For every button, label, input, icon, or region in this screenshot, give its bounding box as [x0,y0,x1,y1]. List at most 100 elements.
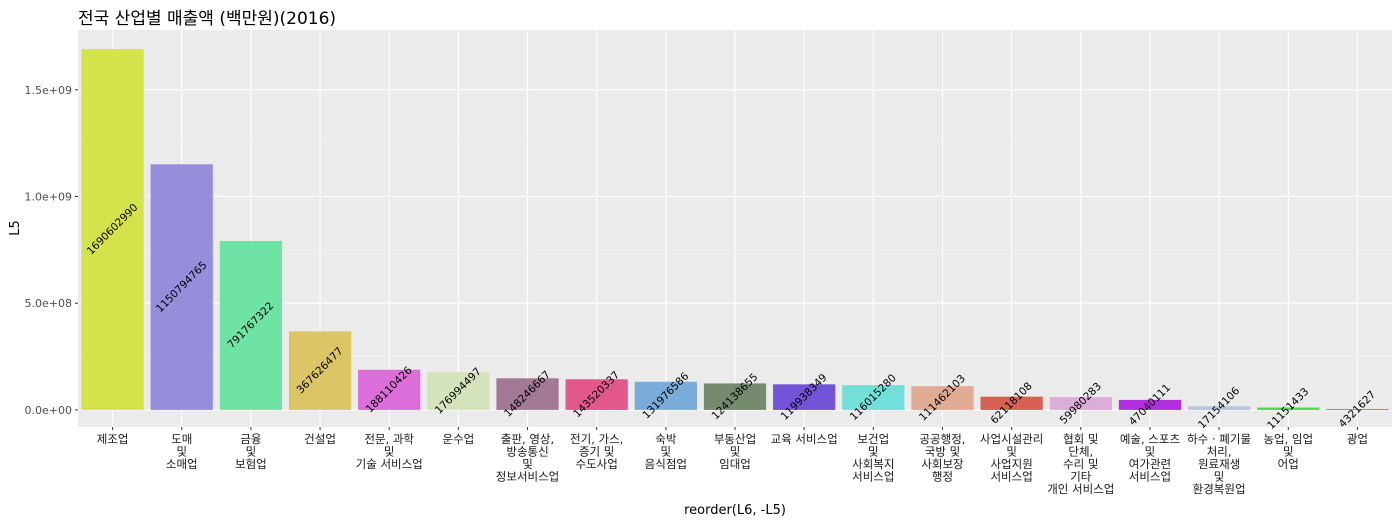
bars [81,49,1389,411]
x-tick-label-line: 기술 서비스업 [356,457,423,471]
x-tick-label-line: 및 [1283,445,1294,459]
x-tick-label: 광업 [1347,432,1368,446]
x-tick-label-line: 및 [522,457,533,471]
x-tick-label-line: 방송통신 [506,445,548,459]
x-tick-label-line: 하수 · 폐기물 [1187,432,1251,446]
bar [427,372,490,410]
x-tick-label: 금융 및 보험업 [235,432,267,471]
x-tick-label-line: 임대업 [719,457,751,471]
x-tick-label-line: 도매 [171,432,192,446]
bar [1187,406,1251,410]
bar [911,386,974,410]
x-tick-label: 숙박 및 음식점업 [645,432,687,471]
x-tick-label-line: 및 [730,445,741,459]
x-tick-label-line: 원료재생 [1198,457,1240,471]
bar [703,383,767,410]
x-tick-label-line: 서비스업 [990,470,1032,484]
bar [1118,399,1182,410]
x-tick-label-line: 및 [246,445,257,459]
x-tick-label-line: 서비스업 [852,470,894,484]
x-tick-label: 제조업 [97,432,129,446]
x-tick-label: 출판, 영상, 방송통신 및 정보서비스업 [496,432,559,484]
x-tick-label-line: 및 [176,445,187,459]
x-tick-label-line: 협회 및 [1063,432,1098,446]
x-tick-label-line: 금융 [240,432,261,446]
x-tick-label-line: 사회복지 [852,457,894,471]
x-tick-label: 하수 · 폐기물 처리, 원료재생 및 환경복원업 [1187,432,1251,496]
x-tick-label-line: 정보서비스업 [496,470,559,484]
y-axis-title: L5 [8,220,23,236]
y-tick-label: 1.0e+09 [25,190,72,203]
x-tick-label-line: 사업시설관리 [980,432,1043,446]
x-tick-label-line: 및 [1006,445,1017,459]
x-tick-label-line: 환경복원업 [1193,482,1246,496]
x-tick-label: 사업시설관리 및 사업지원 서비스업 [980,432,1043,484]
x-tick-label-line: 개인 서비스업 [1047,482,1114,496]
bar [81,49,144,410]
x-tick-label-line: 수리 및 [1063,457,1098,471]
x-tick-label-line: 광업 [1347,432,1368,446]
x-tick-label-line: 보건업 [857,432,889,446]
bar [288,331,352,410]
y-tick-label: 5.0e+08 [25,297,72,310]
x-tick-label-line: 및 [868,445,879,459]
x-tick-label: 운수업 [442,432,474,446]
x-tick-label-line: 기타 [1070,470,1092,484]
bar [219,240,283,410]
y-tick-label: 0.0e+00 [25,404,72,417]
x-tick-label-line: 단체, [1068,445,1093,459]
bar [773,384,836,410]
x-tick-label-line: 예술, 스포츠 [1120,432,1180,446]
x-tick-label-line: 출판, 영상, [501,432,554,446]
bar [980,396,1043,410]
bar [1326,409,1389,411]
bar [565,379,628,410]
x-tick-label-line: 부동산업 [714,432,756,446]
x-tick-label-line: 여가관련 [1129,457,1171,471]
x-tick-label-line: 건설업 [304,432,336,446]
bar [496,378,559,410]
x-tick-label-line: 제조업 [97,432,129,446]
x-tick-label-line: 국방 및 [925,445,960,459]
x-tick-label-line: 및 [1214,470,1225,484]
x-tick-label-line: 음식점업 [645,457,687,471]
x-tick-label-line: 전문, 과학 [364,432,414,446]
bar [1257,407,1320,410]
x-tick-label-line: 숙박 [655,432,677,446]
x-tick-label-line: 농업, 임업 [1263,432,1313,446]
x-tick-label: 건설업 [304,432,336,446]
x-tick-label: 부동산업 및 임대업 [714,432,756,471]
x-tick-label-line: 전기, 가스, [570,432,623,446]
x-tick-label: 보건업 및 사회복지 서비스업 [852,432,894,484]
x-tick-label-line: 교육 서비스업 [771,432,838,446]
x-tick-label-line: 공공행정, [919,432,965,446]
bar [842,385,905,410]
x-tick-label: 예술, 스포츠 및 여가관련 서비스업 [1120,432,1180,484]
bar [634,381,697,410]
x-tick-label-line: 서비스업 [1129,470,1171,484]
chart-title: 전국 산업별 매출액 (백만원)(2016) [78,9,337,29]
x-axis-title: reorder(L6, -L5) [684,503,786,518]
x-tick-label-line: 사회보장 [921,457,964,471]
x-tick-label: 공공행정, 국방 및 사회보장 행정 [919,432,965,484]
x-tick-label-line: 소매업 [166,457,198,471]
x-tick-label: 전기, 가스, 증기 및 수도사업 [570,432,623,471]
x-tick-label-line: 증기 및 [579,445,614,459]
x-tick-label: 농업, 임업 및 어업 [1263,432,1313,471]
x-tick-label-line: 사업지원 [990,457,1032,471]
x-tick-label-line: 어업 [1278,457,1299,471]
x-tick-label-line: 보험업 [235,457,267,471]
x-tick-label: 교육 서비스업 [771,432,838,446]
x-tick-label: 협회 및 단체, 수리 및 기타 개인 서비스업 [1047,432,1114,496]
bar [358,369,421,410]
x-tick-label-line: 및 [1145,445,1156,459]
x-tick-label-line: 및 [661,445,672,459]
bar [1049,397,1112,410]
x-tick-label: 도매 및 소매업 [166,432,198,471]
x-tick-label-line: 처리, [1207,445,1232,459]
x-tick-label-line: 행정 [932,470,953,484]
y-tick-label: 1.5e+09 [25,84,72,97]
x-tick-label-line: 수도사업 [576,457,618,471]
